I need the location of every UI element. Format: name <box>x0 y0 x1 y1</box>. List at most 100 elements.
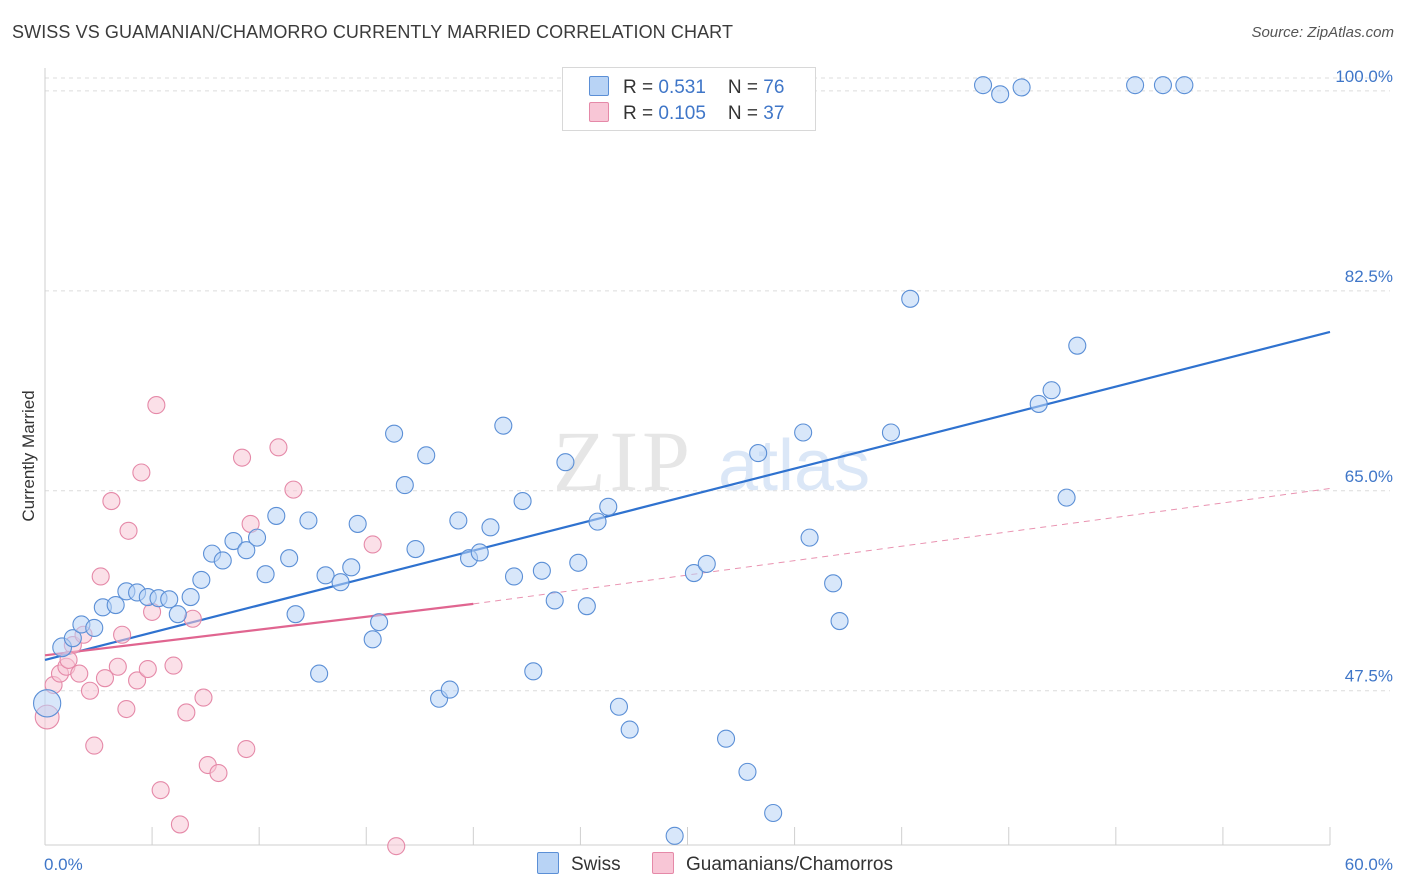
swiss-point <box>1153 76 1172 95</box>
swiss-point <box>280 549 299 568</box>
swiss-point <box>830 611 849 631</box>
swiss-point <box>620 720 639 739</box>
swiss-point <box>181 587 200 607</box>
swiss-point <box>417 446 436 465</box>
swiss-point <box>224 532 243 551</box>
swiss-point <box>395 476 414 495</box>
guam-point <box>237 739 256 759</box>
bottom-legend-swatch-swiss <box>537 852 559 874</box>
swiss-point <box>577 597 596 616</box>
swiss-point <box>32 689 62 718</box>
swiss-point <box>1175 76 1194 95</box>
guam-point <box>91 567 110 586</box>
legend-swiss-n-label: N = <box>727 77 764 98</box>
x-tick-label: 0.0% <box>44 855 83 874</box>
y-tick-label: 82.5% <box>1345 267 1393 286</box>
swiss-point <box>749 444 768 463</box>
swiss-point <box>449 511 468 530</box>
swiss-point <box>556 453 575 472</box>
bottom-legend-guam: Guamanians/Chamorros <box>652 852 893 876</box>
swiss-point <box>524 662 543 681</box>
swiss-point <box>481 518 500 537</box>
guam-point <box>70 664 89 683</box>
swiss-point <box>609 697 629 716</box>
swiss-point <box>237 541 256 560</box>
swiss-point <box>370 613 389 632</box>
swiss-point <box>213 551 232 570</box>
guam-point <box>85 736 104 755</box>
bottom-legend-swatch-guam <box>652 852 674 874</box>
swiss-point <box>1057 488 1076 507</box>
swiss-point <box>247 528 267 547</box>
guam-point <box>132 463 151 482</box>
swiss-point <box>800 528 819 547</box>
legend-guam-n-label: N = <box>727 103 764 124</box>
swiss-point <box>1029 394 1048 413</box>
swiss-points <box>32 76 1194 845</box>
guam-point <box>209 763 228 783</box>
trend-lines <box>44 330 1331 661</box>
swiss-point <box>267 506 286 525</box>
swiss-point <box>665 826 684 845</box>
swiss-point <box>310 664 329 683</box>
legend-row-swiss: R = 0.531 N = 76 <box>589 76 784 100</box>
swiss-point <box>85 618 104 637</box>
legend-guam-r-value: 0.105 <box>658 103 706 124</box>
swiss-point <box>697 554 716 573</box>
guam-point <box>138 659 157 679</box>
legend-swatch-guam <box>589 102 609 122</box>
swiss-point <box>973 76 993 95</box>
y-tick-labels: 47.5% 65.0% 82.5% 100.0% <box>1335 67 1393 686</box>
chart-title: SWISS VS GUAMANIAN/CHAMORRO CURRENTLY MA… <box>12 22 734 42</box>
swiss-point <box>1012 78 1031 97</box>
watermark-atlas: atlas <box>718 426 870 506</box>
swiss-point <box>385 424 404 443</box>
swiss-point <box>63 629 82 648</box>
swiss-point <box>106 595 125 615</box>
swiss-point <box>716 729 736 748</box>
x-tick-labels: 0.0% 60.0% <box>44 855 1393 874</box>
guam-point <box>363 535 382 554</box>
swiss-point <box>588 512 607 531</box>
guam-point <box>151 781 170 800</box>
guam-point <box>128 671 147 690</box>
guam-point <box>102 492 121 511</box>
y-tick-label: 47.5% <box>1345 667 1393 686</box>
guam-point <box>387 837 406 856</box>
guam-points <box>34 396 406 856</box>
swiss-point <box>991 85 1010 104</box>
correlation-legend: R = 0.531 N = 76 R = 0.105 N = 37 <box>562 67 816 131</box>
swiss-point <box>764 803 783 823</box>
guam-point <box>119 521 138 540</box>
guam-point <box>269 438 288 457</box>
swiss-point <box>286 605 305 624</box>
swiss-point <box>504 567 524 586</box>
swiss-point <box>684 563 703 583</box>
swiss-point <box>1042 381 1061 400</box>
legend-swiss-r-value: 0.531 <box>658 77 706 98</box>
swiss-point <box>348 514 367 533</box>
guam-point <box>177 703 196 722</box>
guam-point <box>108 657 127 676</box>
gridlines <box>45 77 1390 692</box>
legend-swiss-n-value: 76 <box>763 77 785 98</box>
swiss-point <box>470 543 489 562</box>
swiss-point <box>256 565 275 584</box>
swiss-point <box>168 605 187 624</box>
swiss-point <box>513 492 532 511</box>
guam-point <box>113 625 132 644</box>
swiss-point <box>363 630 382 649</box>
guam-trend-extension <box>473 487 1331 605</box>
guam-point <box>164 656 183 675</box>
swiss-point <box>738 762 757 781</box>
swiss-point <box>160 590 179 609</box>
legend-swiss-r-label: R = <box>623 77 659 98</box>
legend-guam-r-label: R = <box>623 103 659 124</box>
watermark-zip: ZIP <box>553 413 694 509</box>
swiss-point <box>440 680 459 699</box>
swiss-point <box>406 540 425 559</box>
legend-swatch-swiss <box>589 76 609 96</box>
swiss-point <box>1126 76 1145 95</box>
guam-point <box>80 681 100 700</box>
